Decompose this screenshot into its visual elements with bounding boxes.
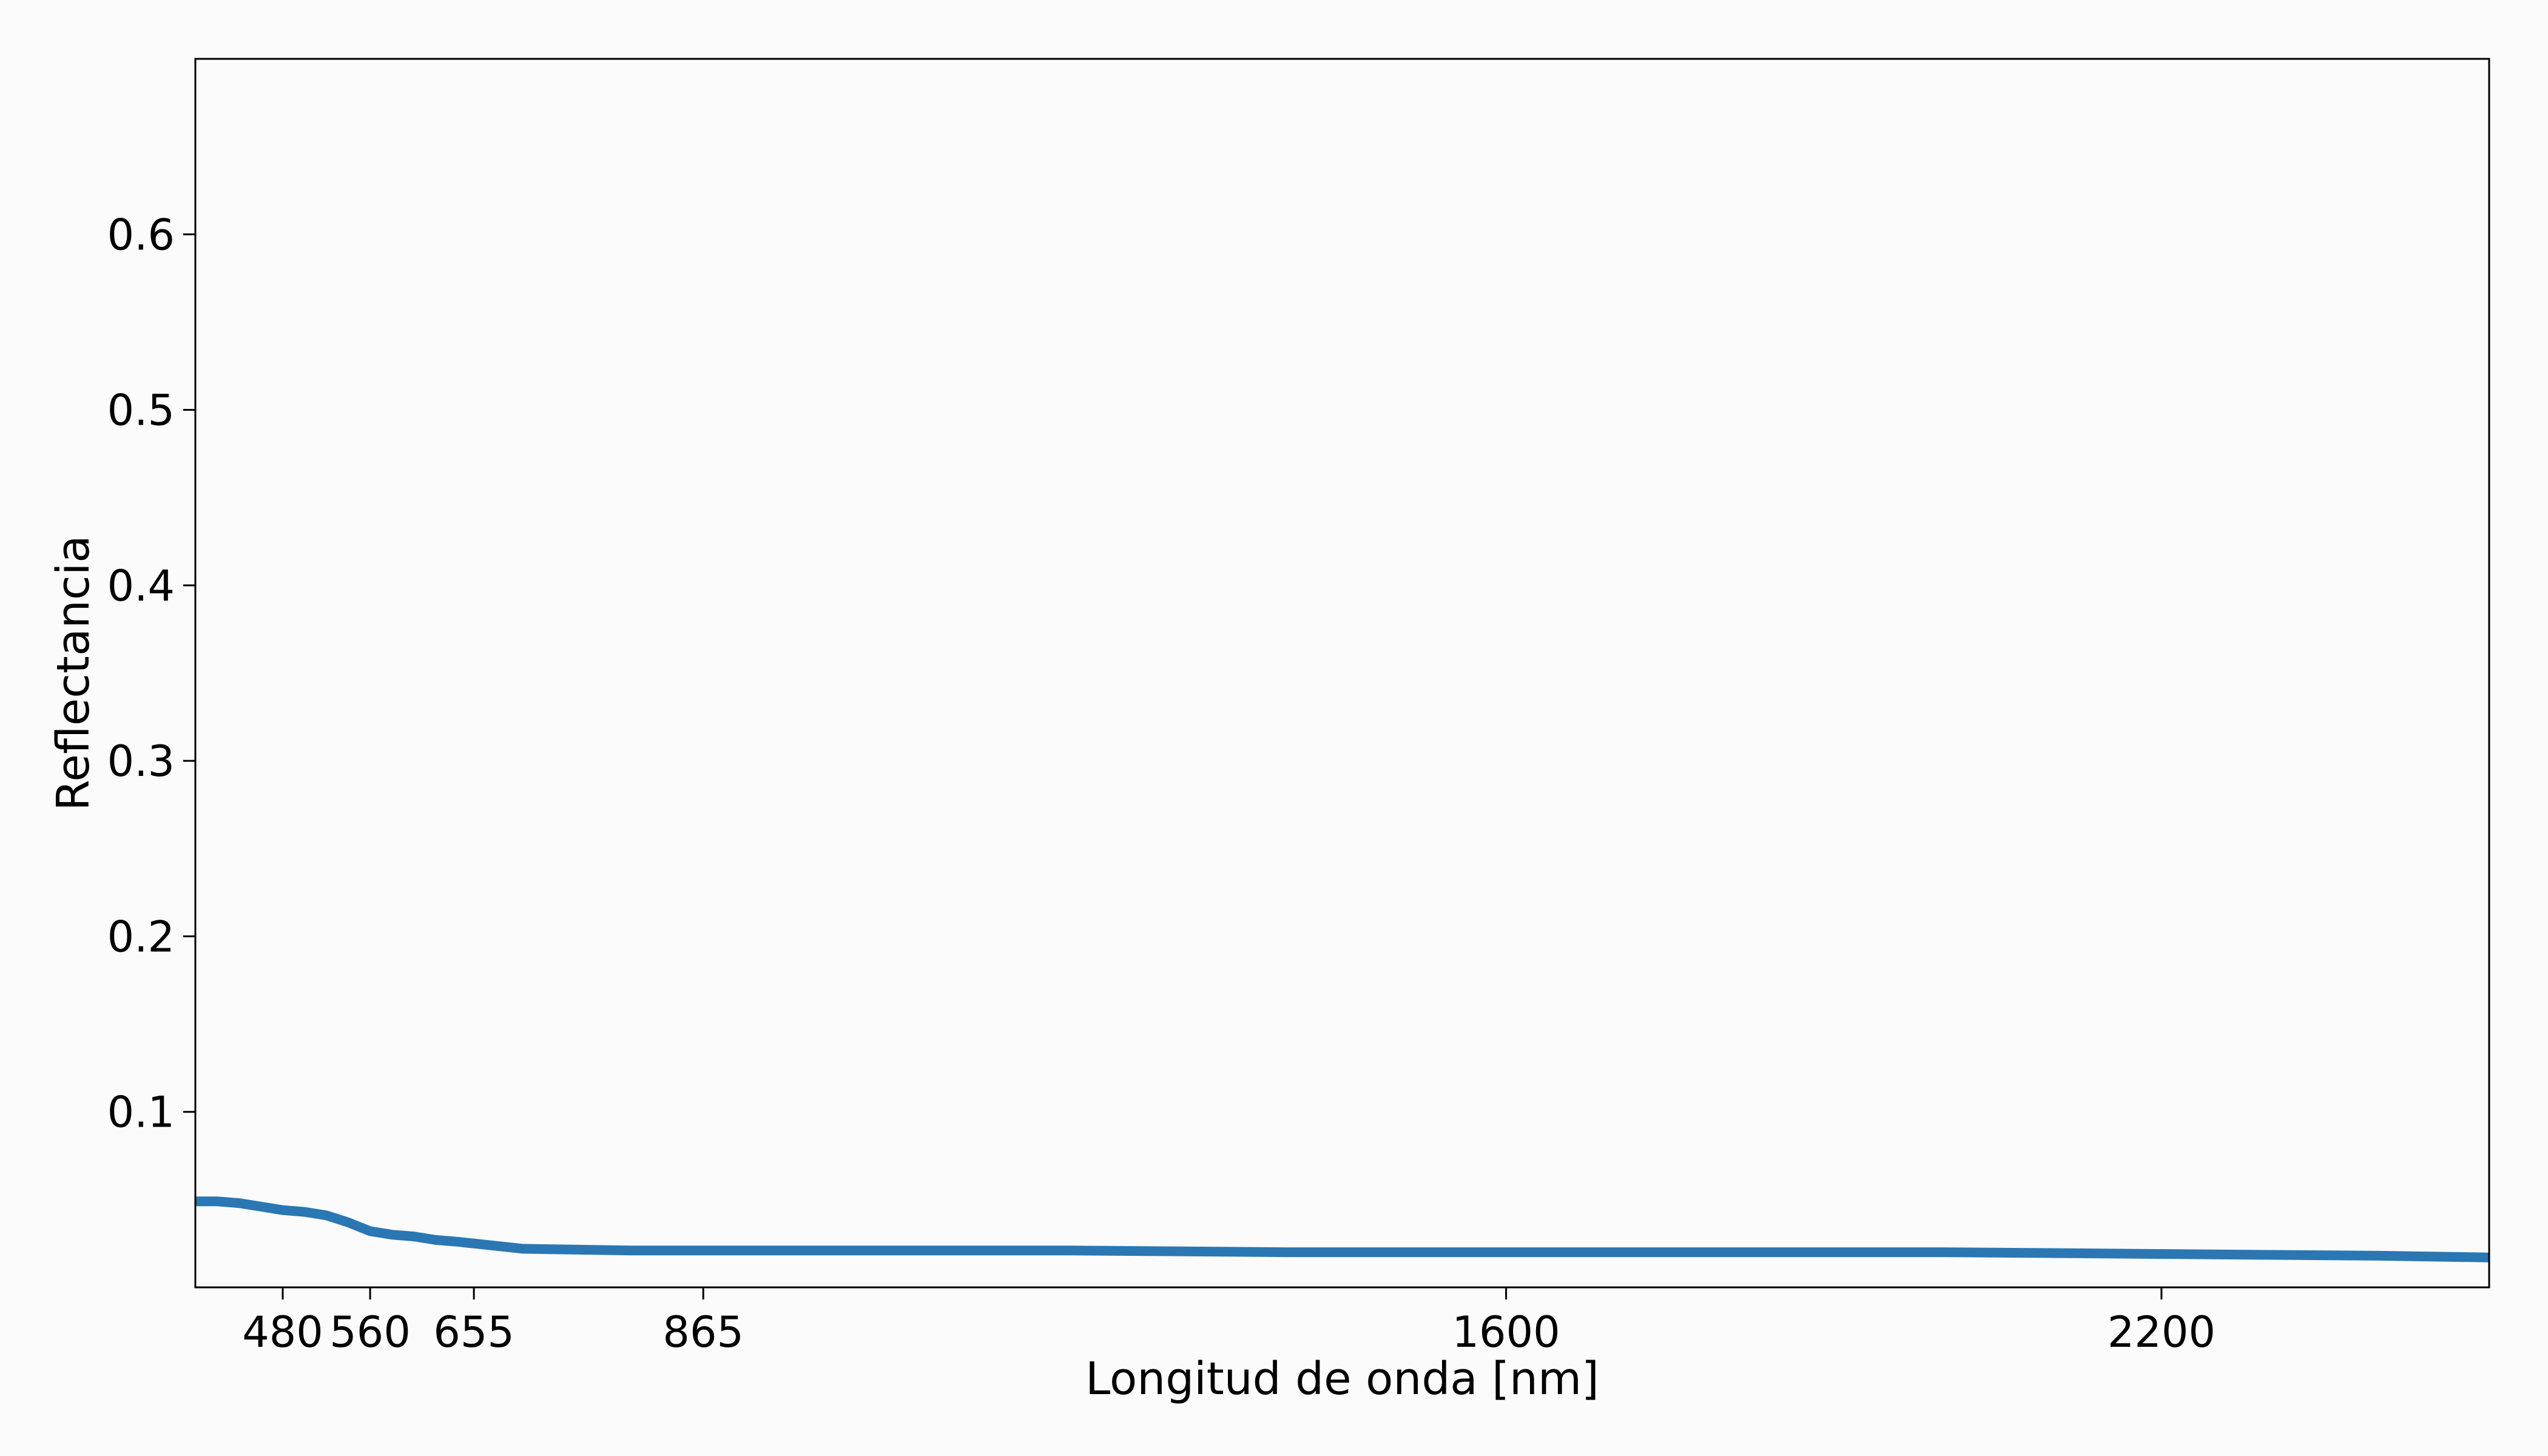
plot-area-frame xyxy=(194,58,2490,1289)
y-tick-label: 0.5 xyxy=(107,386,175,436)
x-tick-label: 2200 xyxy=(2108,1307,2216,1357)
y-axis-label: Reflectancia xyxy=(47,535,99,811)
y-axis-ticks: 0.1 0.2 0.3 0.4 0.5 0.6 xyxy=(107,210,195,1138)
x-tick-label: 560 xyxy=(329,1307,411,1357)
series-layer xyxy=(195,1196,2490,1262)
y-tick-label: 0.1 xyxy=(107,1088,175,1138)
x-axis-label: Longitud de onda [nm] xyxy=(1085,1353,1599,1405)
y-tick-label: 0.6 xyxy=(107,210,175,260)
x-tick-label: 1600 xyxy=(1452,1307,1560,1357)
x-tick-label: 865 xyxy=(662,1307,744,1357)
y-tick-label: 0.4 xyxy=(107,561,175,611)
x-axis-ticks: 480 560 655 865 1600 2200 xyxy=(242,1287,2216,1357)
reflectance-series-line xyxy=(195,1196,2490,1262)
y-tick-label: 0.3 xyxy=(107,736,175,786)
y-tick-label: 0.2 xyxy=(107,912,175,962)
x-tick-label: 655 xyxy=(433,1307,514,1357)
x-tick-label: 480 xyxy=(242,1307,323,1357)
